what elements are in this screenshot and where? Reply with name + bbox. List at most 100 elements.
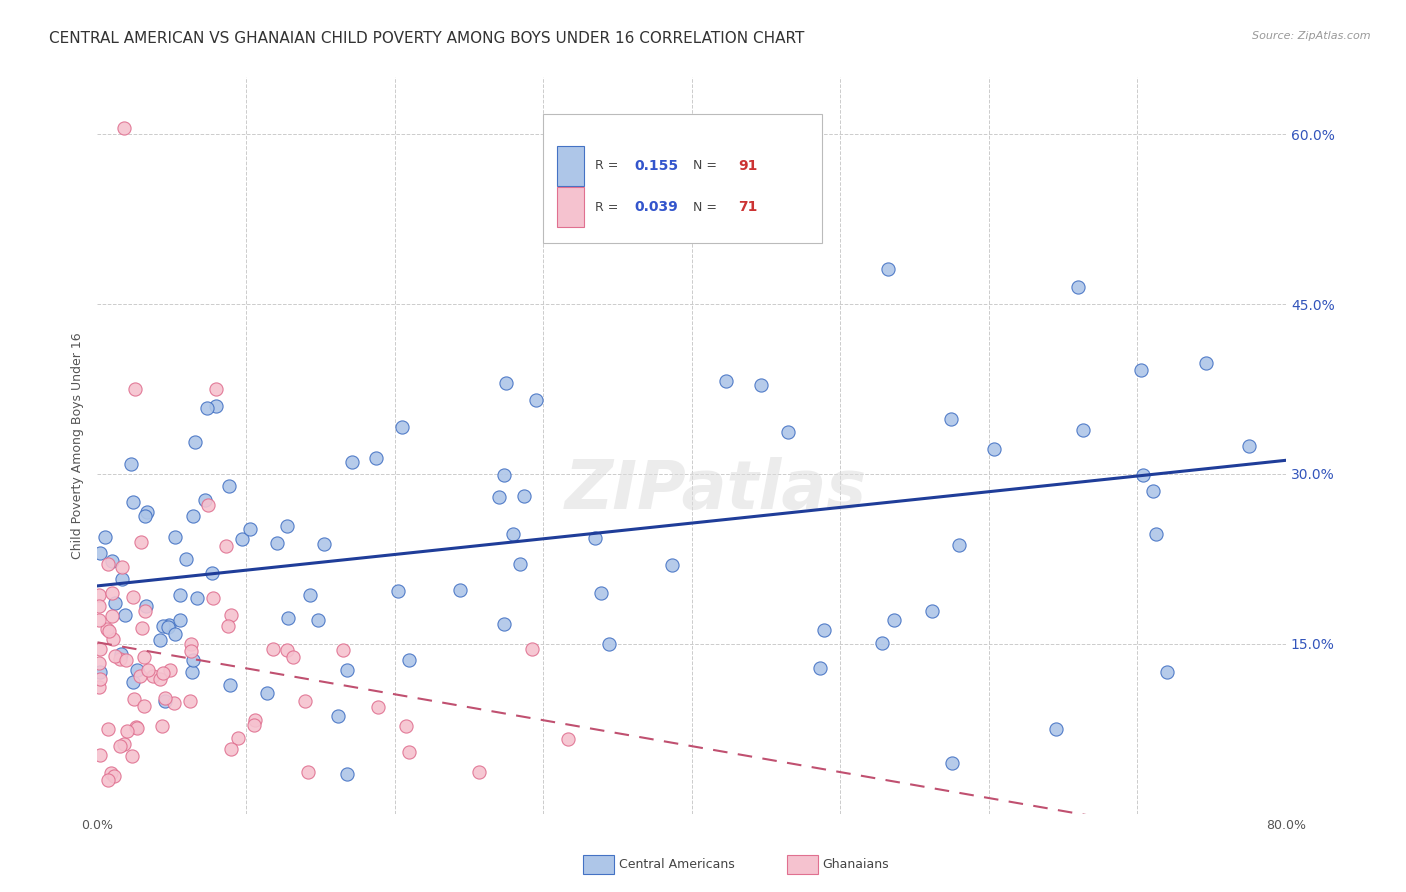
Point [219,678,242,692]
Point [103,769,125,783]
Point [1144,527,1167,541]
Point [218,479,240,493]
Point [467,765,489,780]
Point [104,596,127,610]
Text: 71: 71 [738,200,758,214]
Point [256,686,278,700]
Y-axis label: Child Poverty Among Boys Under 16: Child Poverty Among Boys Under 16 [72,333,84,559]
Point [186,591,208,605]
Text: CENTRAL AMERICAN VS GHANAIAN CHILD POVERTY AMONG BOYS UNDER 16 CORRELATION CHART: CENTRAL AMERICAN VS GHANAIAN CHILD POVER… [49,31,804,46]
Point [131,621,153,635]
Point [152,619,174,633]
Point [122,495,145,509]
Text: R =: R = [596,160,623,172]
Point [298,588,321,602]
Point [111,560,134,574]
Point [159,618,181,632]
Point [749,377,772,392]
Point [262,641,284,656]
Point [93,530,115,544]
Point [983,442,1005,456]
Point [492,617,515,632]
Point [181,653,204,667]
Text: N =: N = [685,160,721,172]
Point [495,376,517,391]
Point [149,633,172,648]
Point [813,623,835,637]
Point [127,721,149,735]
Point [266,536,288,550]
Point [205,382,228,396]
Point [231,533,253,547]
Text: 0.039: 0.039 [634,200,679,214]
Point [524,393,547,408]
Point [101,585,124,599]
Point [195,401,218,415]
Point [114,608,136,623]
Point [180,644,202,658]
Point [121,749,143,764]
Point [134,508,156,523]
Point [391,420,413,434]
Point [219,608,242,623]
Point [488,490,510,504]
Point [307,613,329,627]
Point [169,588,191,602]
Point [136,505,159,519]
Point [336,663,359,677]
Point [101,554,124,568]
Text: ZIPatlas: ZIPatlas [564,457,866,523]
Point [134,604,156,618]
Point [89,672,111,686]
Point [239,522,262,536]
Point [156,620,179,634]
Point [120,457,142,471]
Point [661,558,683,573]
Point [163,696,186,710]
Point [97,722,120,736]
Point [97,557,120,571]
Point [364,450,387,465]
Point [387,583,409,598]
Point [112,737,135,751]
Point [174,552,197,566]
Point [808,661,831,675]
Point [312,536,335,550]
Point [87,588,110,602]
Point [150,719,173,733]
Point [117,724,139,739]
Point [276,643,298,657]
Point [169,613,191,627]
Point [921,604,943,618]
Point [115,653,138,667]
Point [87,613,110,627]
Point [585,531,607,545]
Text: Ghanaians: Ghanaians [823,858,889,871]
Point [135,599,157,613]
Point [877,262,900,277]
Point [180,637,202,651]
Point [226,731,249,745]
Point [181,665,204,679]
Point [96,622,118,636]
Text: R =: R = [596,201,623,213]
Point [513,489,536,503]
Point [159,663,181,677]
Text: 0.155: 0.155 [634,159,679,173]
Point [1067,280,1090,294]
Point [613,201,636,215]
Point [124,691,146,706]
Point [121,591,143,605]
Point [152,666,174,681]
Point [215,539,238,553]
Point [197,498,219,512]
Point [277,611,299,625]
Point [395,719,418,733]
Point [97,773,120,788]
Point [328,709,350,723]
Point [128,669,150,683]
Point [204,399,226,413]
Point [1071,423,1094,437]
Point [870,636,893,650]
Point [184,435,207,450]
